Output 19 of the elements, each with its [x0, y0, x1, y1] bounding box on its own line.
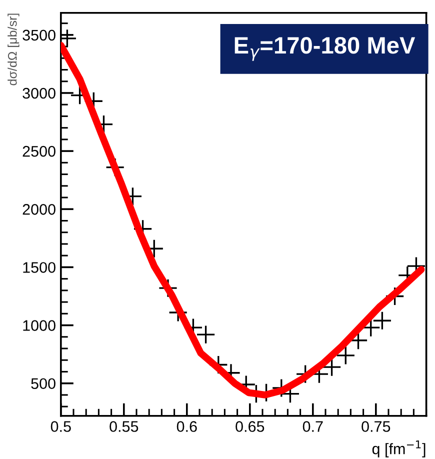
x-tick-label: 0.65: [236, 421, 264, 432]
x-axis-title: q [fm$^{−1}$]: [372, 440, 426, 458]
y-tick-label: 2000: [22, 204, 56, 215]
point: [336, 346, 356, 366]
x-tick-label: 0.55: [110, 421, 138, 432]
x-tick-label: 0.6: [176, 421, 197, 432]
y-tick-label: 3500: [22, 30, 56, 41]
text: E$_{γ}$=170-180 MeV: [234, 37, 416, 61]
y-axis-title: dσ/dΩ [μb/sr]: [8, 14, 20, 86]
y-tick-label: 3000: [22, 88, 56, 99]
point: [196, 324, 216, 344]
y-tick-label: 1000: [23, 320, 56, 331]
y-tick-label: 1500: [23, 262, 56, 273]
y-tick-label: 500: [31, 378, 56, 390]
y-tick-label: 2500: [22, 146, 56, 157]
x-tick-label: 0.7: [302, 421, 323, 432]
x-tick-label: 0.5: [50, 421, 71, 432]
point: [322, 357, 342, 377]
x-tick-label: 0.75: [362, 421, 390, 432]
